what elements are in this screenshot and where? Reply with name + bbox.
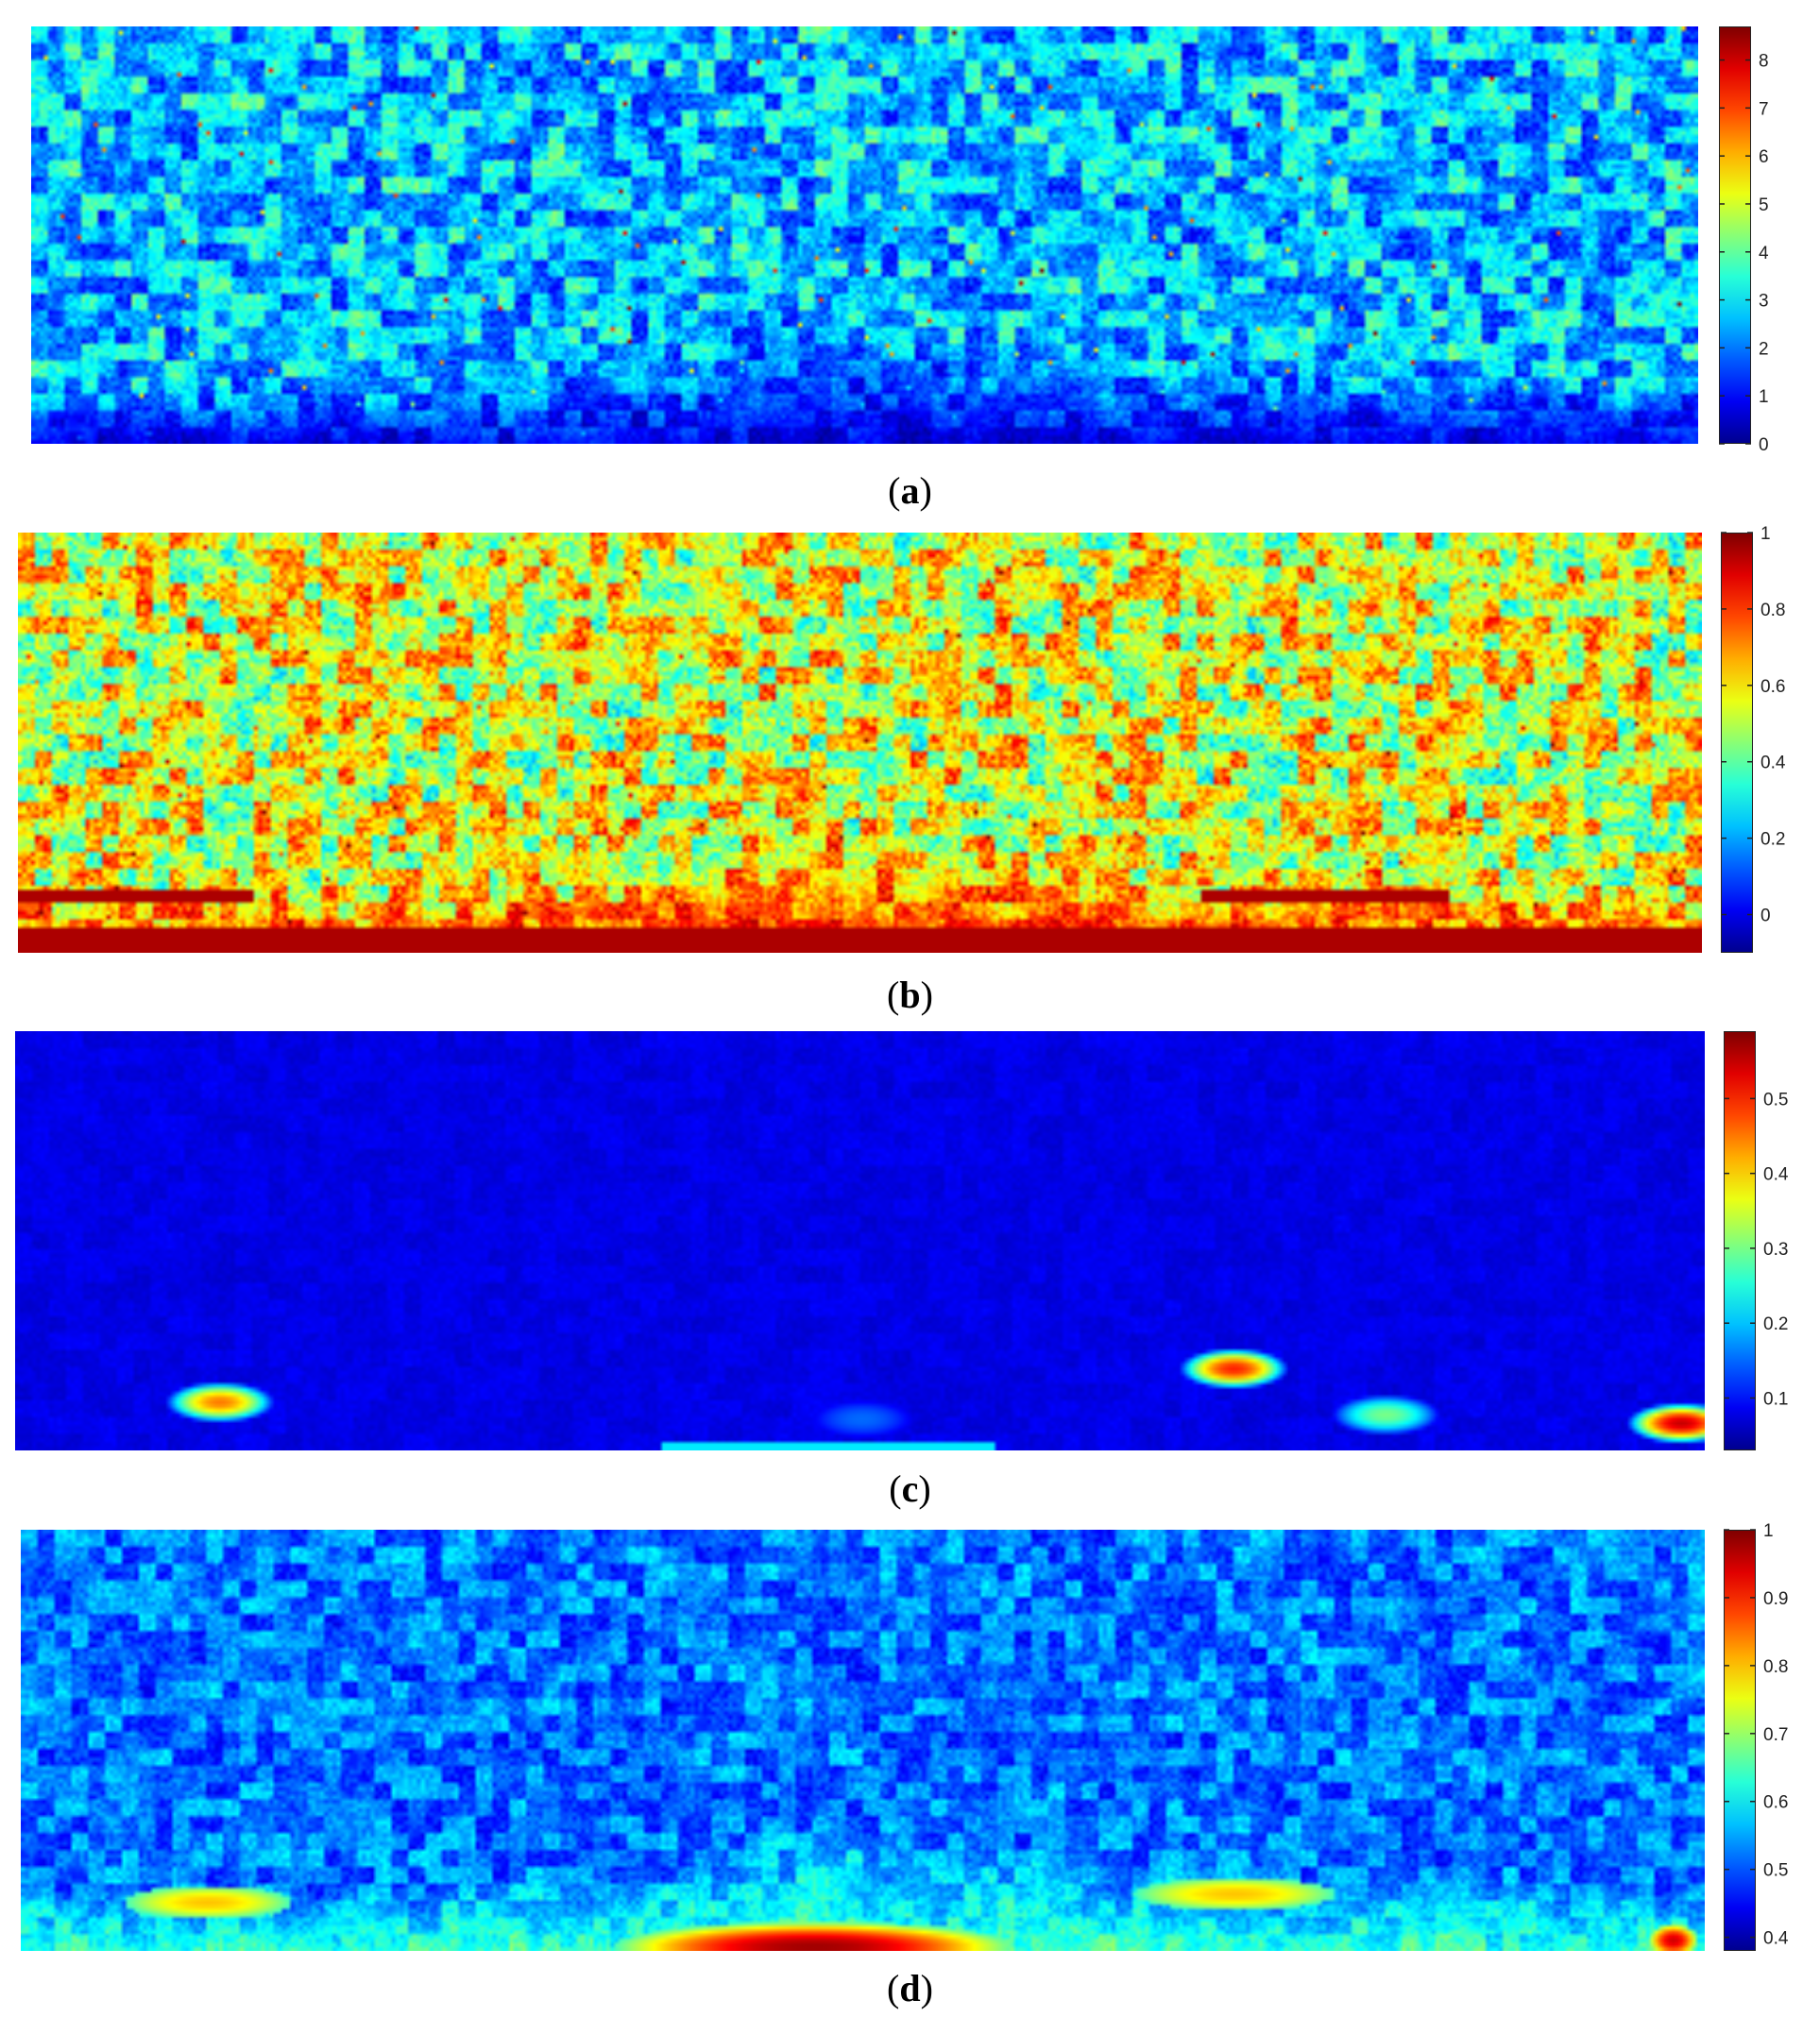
colorbar-tick-label: 0.6 [1763, 1793, 1788, 1813]
colorbar-tick-label: 0.8 [1763, 1657, 1788, 1677]
colorbar-tick-label: 8 [1759, 52, 1769, 72]
colorbar-tick-label: 0.4 [1763, 1929, 1789, 1949]
heatmap-c [15, 1031, 1705, 1450]
heatmap-b [18, 533, 1702, 953]
colorbar-tick-label: 4 [1759, 244, 1769, 263]
colorbar-ticks-d: 0.4 0.5 0.6 0.7 0.8 0.9 1 [1724, 1521, 1789, 1949]
colorbar-tick-label: 0.1 [1763, 1390, 1788, 1410]
colorbar-tick-label: 5 [1759, 195, 1769, 215]
colorbar-tick-label: 0.4 [1760, 754, 1786, 773]
colorbar-tick-label: 0.9 [1763, 1589, 1788, 1609]
colorbar-ticks-c: 0.1 0.2 0.3 0.4 0.5 [1724, 1090, 1789, 1410]
caption-c: (c) [889, 1467, 931, 1510]
caption-b: (b) [887, 974, 933, 1016]
colorbar-ticks-b: 0 0.2 0.4 0.6 0.8 1 [1721, 524, 1786, 926]
colorbar-c [1724, 1031, 1756, 1450]
colorbar-tick-label: 6 [1759, 147, 1769, 167]
caption-d: (d) [887, 1967, 933, 2009]
colorbar-tick-label: 0 [1759, 435, 1769, 455]
colorbar-tick-label: 0.2 [1760, 830, 1785, 850]
heatmap-d [21, 1530, 1705, 1951]
colorbar-tick-label: 3 [1759, 292, 1769, 312]
colorbar-tick-label: 0.8 [1760, 601, 1785, 620]
colorbar-tick-label: 2 [1759, 339, 1769, 359]
colorbar-tick-label: 1 [1763, 1521, 1774, 1541]
colorbar-tick-label: 0.4 [1763, 1165, 1789, 1185]
colorbar-tick-label: 0.7 [1763, 1725, 1788, 1745]
colorbar-tick-label: 0 [1760, 907, 1771, 926]
colorbar-tick-label: 0.5 [1763, 1090, 1788, 1110]
colorbar-tick-label: 7 [1759, 99, 1769, 119]
caption-a: (a) [888, 469, 932, 512]
colorbar-a [1719, 26, 1751, 444]
colorbar-ticks-a: 0 1 2 3 4 5 6 7 8 [1719, 52, 1769, 455]
heatmap-a [31, 26, 1698, 444]
colorbar-d [1724, 1530, 1756, 1951]
colorbar-tick-label: 1 [1760, 524, 1771, 544]
colorbar-tick-label: 1 [1759, 387, 1769, 407]
colorbar-tick-label: 0.3 [1763, 1240, 1788, 1260]
colorbar-b [1721, 533, 1753, 953]
colorbar-tick-label: 0.2 [1763, 1314, 1788, 1334]
colorbar-tick-label: 0.5 [1763, 1861, 1788, 1881]
colorbar-tick-label: 0.6 [1760, 677, 1785, 697]
